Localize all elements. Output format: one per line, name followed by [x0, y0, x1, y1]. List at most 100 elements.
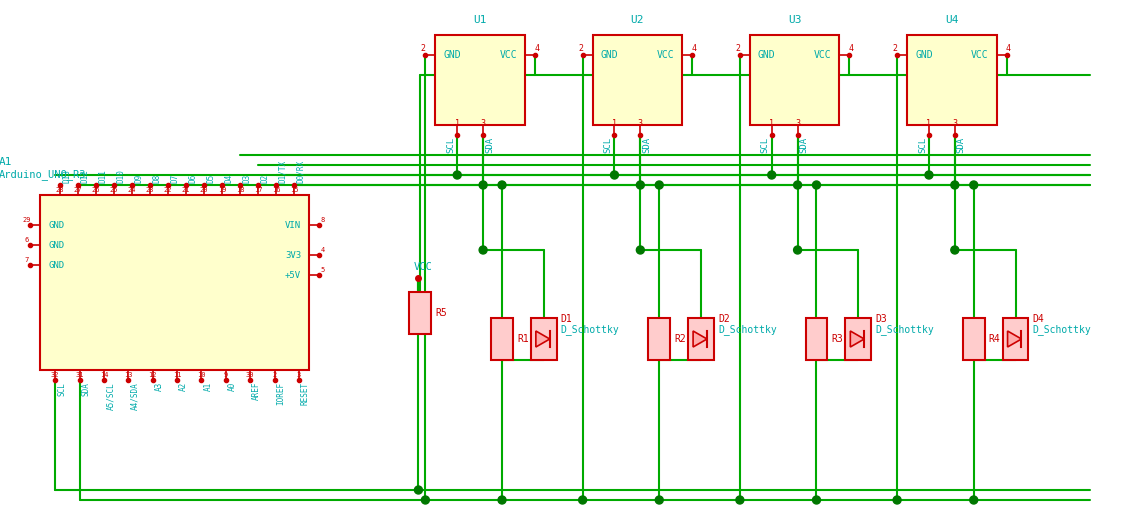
Text: D_Schottky: D_Schottky	[561, 324, 619, 335]
Circle shape	[951, 246, 959, 254]
Text: 4: 4	[320, 247, 325, 253]
Bar	[435, 35, 525, 125]
Circle shape	[422, 496, 429, 504]
Text: A5/SCL: A5/SCL	[106, 382, 115, 410]
Text: GND: GND	[48, 241, 64, 250]
Text: 2: 2	[892, 44, 898, 53]
Circle shape	[970, 496, 978, 504]
Circle shape	[894, 496, 901, 504]
Bar	[409, 292, 432, 334]
Bar	[806, 318, 827, 360]
Text: 26: 26	[92, 187, 100, 193]
Text: GND: GND	[600, 50, 618, 60]
Text: 2: 2	[578, 44, 583, 53]
Text: 13: 13	[124, 372, 133, 378]
Text: D7: D7	[170, 174, 179, 183]
Text: 4: 4	[534, 44, 540, 53]
Text: 3: 3	[481, 119, 486, 128]
Circle shape	[925, 171, 933, 179]
Text: D0/RX: D0/RX	[296, 160, 305, 183]
Text: A0: A0	[228, 382, 237, 392]
Text: 20: 20	[200, 187, 208, 193]
Text: SDA: SDA	[642, 137, 651, 153]
Text: 1: 1	[769, 119, 774, 128]
Text: 3: 3	[297, 372, 301, 378]
Text: R3: R3	[832, 334, 843, 344]
Text: U3: U3	[788, 15, 801, 25]
Text: D1/TX: D1/TX	[278, 160, 287, 183]
Text: D10: D10	[116, 169, 125, 183]
Text: 27: 27	[74, 187, 82, 193]
Text: D12: D12	[80, 169, 89, 183]
Circle shape	[970, 181, 978, 189]
Text: 30: 30	[246, 372, 254, 378]
Bar	[491, 318, 513, 360]
Text: VCC: VCC	[499, 50, 517, 60]
Text: 3: 3	[795, 119, 800, 128]
Text: 2: 2	[272, 372, 277, 378]
Text: 18: 18	[236, 187, 244, 193]
Polygon shape	[536, 331, 550, 347]
Text: SDA: SDA	[486, 137, 495, 153]
Circle shape	[636, 181, 644, 189]
Bar	[750, 35, 840, 125]
Text: SCL: SCL	[918, 137, 927, 153]
Text: VCC: VCC	[971, 50, 989, 60]
Text: 2: 2	[735, 44, 741, 53]
Text: GND: GND	[915, 50, 933, 60]
Circle shape	[415, 486, 423, 494]
Text: D9: D9	[134, 174, 143, 183]
Text: D_Schottky: D_Schottky	[718, 324, 777, 335]
Text: 10: 10	[197, 372, 206, 378]
Text: 19: 19	[218, 187, 226, 193]
Text: 1: 1	[926, 119, 932, 128]
Text: A4/SDA: A4/SDA	[130, 382, 139, 410]
Bar	[592, 35, 682, 125]
Circle shape	[498, 181, 506, 189]
Text: 22: 22	[164, 187, 172, 193]
Circle shape	[951, 181, 959, 189]
Text: 4: 4	[691, 44, 697, 53]
Text: 4: 4	[1006, 44, 1012, 53]
Circle shape	[610, 171, 618, 179]
Text: 21: 21	[182, 187, 190, 193]
Text: 1: 1	[455, 119, 460, 128]
Polygon shape	[851, 331, 864, 347]
Text: +5V: +5V	[284, 270, 301, 279]
Polygon shape	[1007, 331, 1022, 347]
Text: 12: 12	[148, 372, 157, 378]
Text: D8: D8	[152, 174, 161, 183]
Text: 25: 25	[110, 187, 118, 193]
Text: R1: R1	[517, 334, 528, 344]
Text: D11: D11	[98, 169, 107, 183]
Text: D6: D6	[188, 174, 197, 183]
Text: 1: 1	[611, 119, 617, 128]
Text: SCL: SCL	[761, 137, 770, 153]
Text: IOREF: IOREF	[277, 382, 285, 405]
Text: 3V3: 3V3	[284, 251, 301, 259]
Text: 8: 8	[320, 217, 325, 223]
Circle shape	[636, 246, 644, 254]
Text: VIN: VIN	[284, 220, 301, 230]
Text: 15: 15	[290, 187, 298, 193]
Text: D_Schottky: D_Schottky	[1033, 324, 1091, 335]
Text: SDA: SDA	[82, 382, 91, 396]
Bar	[688, 318, 714, 360]
Text: SCL: SCL	[57, 382, 66, 396]
Circle shape	[579, 496, 587, 504]
Text: 28: 28	[56, 187, 64, 193]
Text: 29: 29	[22, 217, 30, 223]
Text: VCC: VCC	[414, 262, 433, 272]
Text: 16: 16	[272, 187, 280, 193]
Text: VCC: VCC	[656, 50, 674, 60]
Circle shape	[655, 181, 663, 189]
Text: D2: D2	[718, 314, 729, 324]
Text: 6: 6	[25, 237, 28, 243]
Text: A1: A1	[203, 382, 212, 392]
Text: Arduino_UNO_R3: Arduino_UNO_R3	[0, 169, 85, 180]
Text: 3: 3	[637, 119, 643, 128]
Circle shape	[498, 496, 506, 504]
Text: RESET: RESET	[301, 382, 310, 405]
Circle shape	[768, 171, 776, 179]
Text: GND: GND	[443, 50, 461, 60]
